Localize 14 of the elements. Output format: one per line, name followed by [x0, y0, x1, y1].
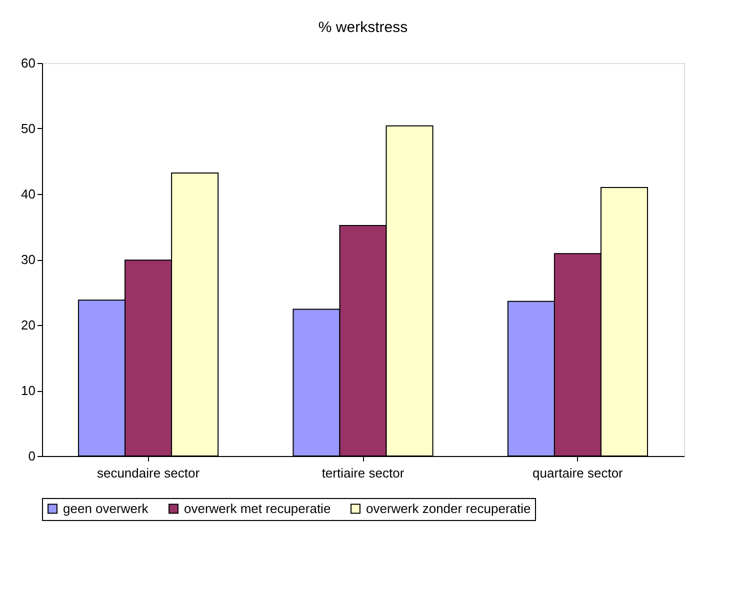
y-tick-label: 20	[21, 318, 36, 332]
x-tick-label: quartaire sector	[532, 466, 624, 480]
y-tick-label: 40	[21, 186, 36, 202]
y-tick-label: 50	[21, 121, 36, 136]
chart-title: % werkstress	[318, 19, 408, 36]
legend-label: geen overwerk	[63, 500, 149, 516]
legend-label: overwerk met recuperatie	[184, 500, 331, 516]
x-tick-label: secundaire sector	[96, 466, 200, 480]
y-tick-label: 0	[28, 448, 36, 464]
y-tick-label: 10	[21, 383, 36, 398]
legend-label: overwerk zonder recuperatie	[366, 500, 531, 516]
x-tick-label: tertiaire sector	[322, 466, 405, 480]
y-tick-label: 60	[21, 56, 36, 70]
y-tick-label: 30	[21, 252, 36, 267]
